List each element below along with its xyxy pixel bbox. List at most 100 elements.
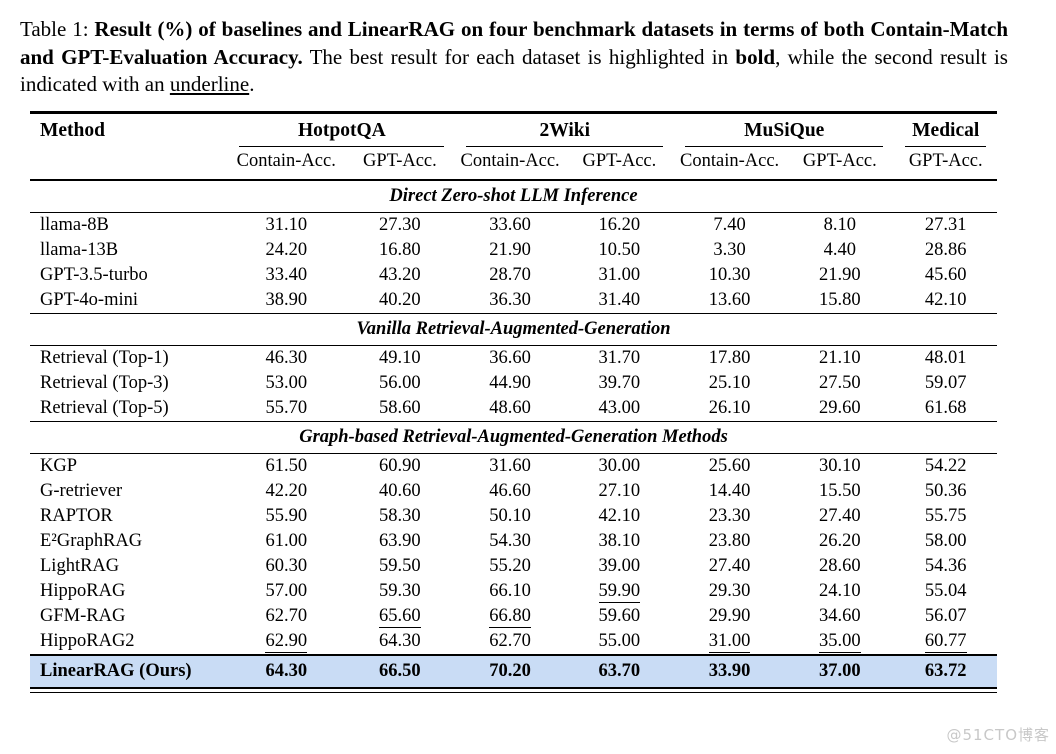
subheader-musique-gpt: GPT-Acc. xyxy=(785,146,895,181)
value-cell: 31.00 xyxy=(708,630,751,653)
value-cell: 55.70 xyxy=(265,397,308,418)
subheader-hotpotqa-gpt: GPT-Acc. xyxy=(344,146,456,181)
value-cell: 61.00 xyxy=(265,530,308,551)
method-row: HippoRAG2 62.90 64.30 62.70 55.00 31.00 35.00 6… xyxy=(30,629,997,655)
subheader-2wiki-gpt: GPT-Acc. xyxy=(564,146,674,181)
method-name: HippoRAG2 xyxy=(40,630,135,651)
method-name: RAPTOR xyxy=(40,505,113,526)
group-label-2wiki: 2Wiki xyxy=(466,120,663,147)
value-cell: 48.01 xyxy=(924,347,967,368)
value-cell: 23.80 xyxy=(708,530,751,551)
value-cell: 21.10 xyxy=(819,347,861,368)
value-cell: 21.90 xyxy=(819,264,861,285)
method-row: GFM-RAG 62.70 65.60 66.80 59.60 29.90 34.60 56.… xyxy=(30,604,997,629)
value-cell: 13.60 xyxy=(708,289,751,310)
sub-header-row: Contain-Acc. GPT-Acc. Contain-Acc. GPT-A… xyxy=(30,146,997,181)
method-column-header: Method xyxy=(30,112,229,181)
caption-text-1: The best result for each dataset is high… xyxy=(302,44,736,69)
method-name: GFM-RAG xyxy=(40,605,126,626)
value-cell: 40.20 xyxy=(379,289,421,310)
value-cell: 30.00 xyxy=(598,455,641,476)
value-cell: 57.00 xyxy=(265,580,308,601)
value-cell: 45.60 xyxy=(924,264,967,285)
value-cell: 33.60 xyxy=(489,214,531,235)
value-cell: 33.90 xyxy=(674,653,786,688)
method-name: HippoRAG xyxy=(40,580,126,601)
value-cell: 54.36 xyxy=(924,555,967,576)
value-cell: 3.30 xyxy=(713,239,746,260)
value-cell: 61.50 xyxy=(265,455,308,476)
subheader-hotpotqa-contain: Contain-Acc. xyxy=(228,146,345,181)
method-name: llama-8B xyxy=(40,214,109,235)
section-title: Direct Zero-shot LLM Inference xyxy=(30,179,997,213)
value-cell: 16.80 xyxy=(379,239,421,260)
value-cell: 42.10 xyxy=(598,505,641,526)
value-cell: 66.10 xyxy=(489,580,531,601)
value-cell: 46.60 xyxy=(489,480,531,501)
value-cell: 15.50 xyxy=(819,480,861,501)
value-cell: 31.70 xyxy=(598,347,641,368)
method-name: Retrieval (Top-3) xyxy=(40,372,169,393)
value-cell: 55.90 xyxy=(265,505,308,526)
method-name: G-retriever xyxy=(40,480,123,501)
value-cell: 31.40 xyxy=(598,289,641,310)
value-cell: 66.50 xyxy=(344,653,456,688)
value-cell: 29.60 xyxy=(819,397,861,418)
value-cell: 35.00 xyxy=(819,630,861,653)
value-cell: 58.30 xyxy=(379,505,421,526)
value-cell: 58.00 xyxy=(924,530,967,551)
table-caption: Table 1: Result (%) of baselines and Lin… xyxy=(20,16,1008,99)
method-row: GPT-3.5-turbo 33.40 43.20 28.70 31.00 10.30 21… xyxy=(30,263,997,288)
method-name: GPT-3.5-turbo xyxy=(40,264,148,285)
value-cell: 43.20 xyxy=(379,264,421,285)
group-label-musique: MuSiQue xyxy=(685,120,884,147)
table-bottom-rule xyxy=(30,691,997,693)
value-cell: 26.10 xyxy=(708,397,751,418)
value-cell: 25.10 xyxy=(708,372,751,393)
value-cell: 27.10 xyxy=(598,480,641,501)
section-title: Vanilla Retrieval-Augmented-Generation xyxy=(30,312,997,346)
value-cell: 48.60 xyxy=(489,397,531,418)
caption-underline-word: underline xyxy=(169,72,250,96)
value-cell: 33.40 xyxy=(265,264,308,285)
value-cell: 28.86 xyxy=(924,239,967,260)
results-table: Method HotpotQA 2Wiki MuSiQue Medical Co… xyxy=(30,110,997,689)
method-row: Retrieval (Top-5) 55.70 58.60 48.60 43.00 26.… xyxy=(30,396,997,422)
value-cell: 40.60 xyxy=(379,480,421,501)
method-row: LightRAG 60.30 59.50 55.20 39.00 27.40 28.60 54… xyxy=(30,554,997,579)
caption-bold-lead: Result (%) of baselines and LinearRAG on… xyxy=(20,17,1008,69)
method-row: GPT-4o-mini 38.90 40.20 36.30 31.40 13.60 15.8… xyxy=(30,288,997,314)
caption-period: . xyxy=(249,72,255,96)
method-row: G-retriever 42.20 40.60 46.60 27.10 14.40 15.5… xyxy=(30,479,997,504)
value-cell: 38.10 xyxy=(598,530,641,551)
method-name: Retrieval (Top-1) xyxy=(40,347,169,368)
method-name: LinearRAG (Ours) xyxy=(30,653,229,688)
value-cell: 30.10 xyxy=(819,455,861,476)
value-cell: 50.10 xyxy=(489,505,531,526)
section-title-row: Vanilla Retrieval-Augmented-Generation xyxy=(30,312,997,346)
value-cell: 64.30 xyxy=(228,653,345,688)
table-body: Direct Zero-shot LLM Inference llama-8B 31… xyxy=(30,179,997,688)
method-name: GPT-4o-mini xyxy=(40,289,138,310)
subheader-musique-contain: Contain-Acc. xyxy=(674,146,786,181)
group-label-hotpotqa: HotpotQA xyxy=(239,120,445,147)
value-cell: 50.36 xyxy=(924,480,967,501)
value-cell: 63.70 xyxy=(564,653,674,688)
value-cell: 55.04 xyxy=(924,580,967,601)
value-cell: 25.60 xyxy=(708,455,751,476)
value-cell: 46.30 xyxy=(265,347,308,368)
value-cell: 59.50 xyxy=(379,555,421,576)
caption-text-2: , while the second result is indicated w… xyxy=(20,44,1008,97)
value-cell: 56.00 xyxy=(379,372,421,393)
value-cell: 59.07 xyxy=(924,372,967,393)
group-header-hotpotqa: HotpotQA xyxy=(228,112,455,147)
value-cell: 36.30 xyxy=(489,289,531,310)
method-row: HippoRAG 57.00 59.30 66.10 59.90 29.30 24.10 55… xyxy=(30,579,997,604)
value-cell: 42.10 xyxy=(924,289,967,310)
subheader-2wiki-contain: Contain-Acc. xyxy=(455,146,565,181)
value-cell: 59.60 xyxy=(598,605,641,626)
value-cell: 39.70 xyxy=(598,372,641,393)
value-cell: 39.00 xyxy=(598,555,641,576)
value-cell: 42.20 xyxy=(265,480,308,501)
results-table-wrap: Method HotpotQA 2Wiki MuSiQue Medical Co… xyxy=(30,110,997,693)
